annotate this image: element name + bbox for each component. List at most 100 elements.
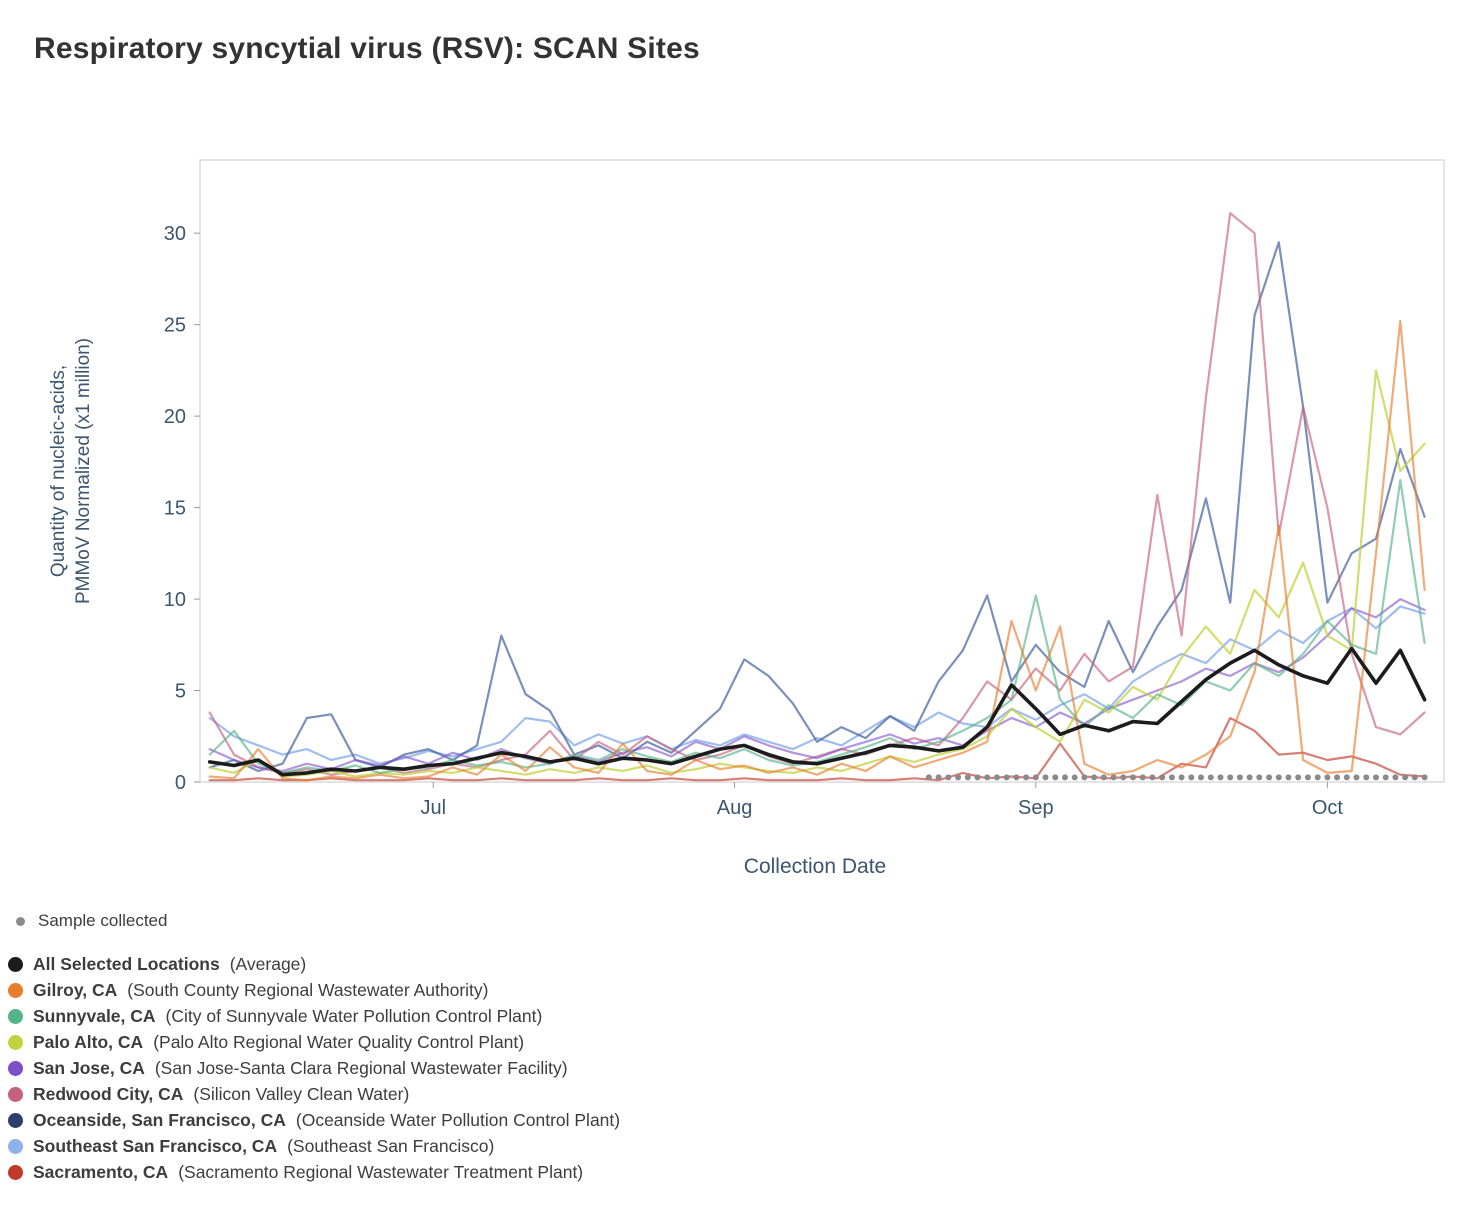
sample-collected-dot: [1052, 774, 1059, 781]
x-tick-label-jul: Jul: [420, 797, 446, 819]
legend-location-description: (Average): [229, 954, 307, 974]
series-line-gilroy-ca: [208, 319, 1426, 782]
y-tick-label: 0: [175, 772, 186, 794]
sample-collected-dot: [1246, 774, 1253, 781]
sample-collected-dot: [1236, 774, 1243, 781]
sample-collected-dot: [935, 774, 942, 781]
sample-collected-dot: [1363, 774, 1370, 781]
legend-item-oceanside-san-francisco-ca: Oceanside, San Francisco, CA (Oceanside W…: [8, 1107, 1446, 1133]
legend-item-sacramento-ca: Sacramento, CA (Sacramento Regional Waste…: [8, 1159, 1446, 1185]
y-tick-label: 25: [164, 315, 186, 337]
x-tick-label-sep: Sep: [1018, 797, 1054, 819]
sample-collected-dot: [1110, 774, 1117, 781]
sample-collected-dot: [1227, 774, 1234, 781]
legend-item-gilroy-ca: Gilroy, CA (South County Regional Wastewa…: [8, 977, 1446, 1003]
sample-collected-dot: [1295, 774, 1302, 781]
legend-location-description: (City of Sunnyvale Water Pollution Contr…: [165, 1006, 543, 1026]
sample-collected-dot: [1100, 774, 1107, 781]
sample-collected-dot: [1071, 774, 1078, 781]
legend-item-redwood-city-ca: Redwood City, CA (Silicon Valley Clean Wa…: [8, 1081, 1446, 1107]
legend-location-name: Gilroy, CA: [33, 980, 118, 1000]
series-line-sacramento-ca: [208, 716, 1426, 782]
plot-area: [199, 159, 1445, 783]
series-line-palo-alto-ca: [208, 369, 1426, 778]
sample-collected-dot: [1188, 774, 1195, 781]
sample-collected-dot: [1091, 774, 1098, 781]
sample-collected-swatch: [16, 916, 25, 926]
sample-collected-dot: [1285, 774, 1292, 781]
sample-collected-dot: [1314, 774, 1321, 781]
legend-location-description: (Oceanside Water Pollution Control Plant…: [295, 1110, 621, 1130]
page-title: Respiratory syncytial virus (RSV): SCAN …: [34, 32, 700, 65]
series-line-all-selected-locations-average: [207, 646, 1427, 777]
sample-collected-dot: [1207, 774, 1214, 781]
sample-collected-dot: [974, 774, 981, 781]
legend-location-description: (Palo Alto Regional Water Quality Contro…: [153, 1032, 525, 1052]
sample-collected-dot: [1324, 774, 1331, 781]
legend-color-dot: [8, 982, 23, 998]
sample-collected-dot: [1003, 774, 1010, 781]
sample-collected-dot: [1266, 774, 1273, 781]
sample-collected-dot: [1275, 774, 1282, 781]
y-tick-label: 20: [164, 406, 186, 428]
legend-item-palo-alto-ca: Palo Alto, CA (Palo Alto Regional Water Q…: [8, 1029, 1446, 1055]
legend-location-name: All Selected Locations: [33, 954, 220, 974]
sample-collected-dot: [955, 774, 962, 781]
legend-location-description: (San Jose-Santa Clara Regional Wastewate…: [154, 1058, 568, 1078]
x-tick-label-aug: Aug: [717, 797, 753, 819]
sample-collected-dot: [1392, 774, 1399, 781]
rsv-chart-svg: 0 5 10 15 20 25 30 Jul Aug Sep Oct Quantity of nucl…: [48, 159, 1445, 819]
sample-collected-dot: [1334, 774, 1341, 781]
sample-collected-dot: [945, 774, 952, 781]
legend-location-name: Palo Alto, CA: [33, 1032, 144, 1052]
sample-collected-dot: [1421, 774, 1428, 781]
series-line-southeast-san-francisco-ca: [208, 605, 1426, 765]
legend-location-name: Oceanside, San Francisco, CA: [33, 1110, 286, 1130]
sample-collected-dot: [1178, 774, 1185, 781]
legend-location-name: San Jose, CA: [33, 1058, 145, 1078]
sample-collected-dot: [1411, 774, 1418, 781]
sample-collected-label: Sample collected: [38, 911, 168, 930]
legend-location-description: (South County Regional Wastewater Author…: [127, 980, 489, 1000]
sample-collected-dot: [1139, 774, 1146, 781]
legend-item-southeast-san-francisco-ca: Southeast San Francisco, CA (Southeast Sa…: [8, 1133, 1446, 1159]
series-line-redwood-city-ca: [208, 211, 1426, 776]
legend-location-name: Southeast San Francisco, CA: [33, 1136, 278, 1156]
sample-collected-dot: [1382, 774, 1389, 781]
sample-collected-dot: [1062, 774, 1068, 781]
legend-location-name: Redwood City, CA: [33, 1084, 184, 1104]
sample-collected-dot: [1032, 774, 1039, 781]
y-tick-label: 10: [164, 589, 186, 611]
legend-color-dot: [8, 1164, 23, 1180]
series-line-san-jose-ca: [208, 598, 1426, 773]
legend-location-description: (Sacramento Regional Wastewater Treatmen…: [178, 1162, 584, 1182]
sample-collected-dot: [1373, 774, 1379, 781]
sample-collected-dot: [1343, 774, 1350, 781]
y-tick-label: 30: [164, 223, 186, 245]
legend-color-dot: [8, 1086, 23, 1102]
sample-collected-dot: [964, 774, 971, 781]
sample-collected-dot: [1130, 774, 1136, 781]
site-legend: All Selected Locations (Average) Gilroy, C…: [8, 951, 1446, 1185]
sample-collected-dot: [993, 774, 1000, 781]
x-axis-title: Collection Date: [743, 855, 887, 878]
legend-color-dot: [8, 1060, 23, 1076]
legend-location-description: (Southeast San Francisco): [287, 1136, 495, 1156]
sample-collected-dot: [1081, 774, 1088, 781]
sample-collected-dot: [1353, 774, 1360, 781]
sample-collected-dot: [1402, 774, 1409, 781]
y-tick-label: 15: [164, 498, 186, 520]
legend-color-dot: [8, 956, 23, 972]
legend-location-description: (Silicon Valley Clean Water): [193, 1084, 410, 1104]
y-axis-title: Quantity of nucleic-acids, PMMoV Normaliz…: [48, 338, 94, 604]
sample-collected-dot: [1159, 774, 1166, 781]
sample-collected-dot: [1023, 774, 1030, 781]
x-tick-label-oct: Oct: [1312, 797, 1344, 819]
legend-item-all-selected-locations: All Selected Locations (Average): [8, 951, 1446, 977]
sample-collected-dot: [1217, 774, 1224, 781]
sample-collected-dot: [1256, 774, 1263, 781]
series-line-oceanside-san-francisco-ca: [208, 241, 1426, 773]
sample-collected-dot: [925, 774, 932, 781]
legend-color-dot: [8, 1034, 23, 1050]
